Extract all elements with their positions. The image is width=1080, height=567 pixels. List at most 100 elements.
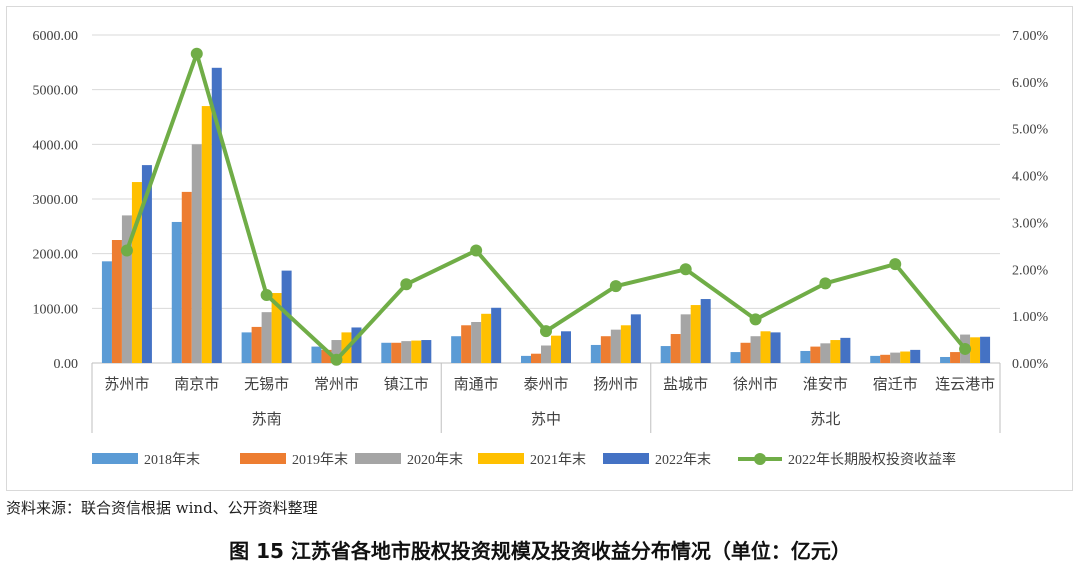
bar-2 bbox=[251, 326, 262, 363]
bar-4 bbox=[620, 325, 631, 363]
category-label: 淮安市 bbox=[803, 375, 848, 393]
bar-5 bbox=[141, 165, 152, 363]
yield-line-path bbox=[125, 51, 967, 362]
legend-swatch bbox=[92, 453, 138, 464]
y-right-tick-label: 1.00% bbox=[1012, 310, 1049, 325]
bar-5 bbox=[770, 332, 781, 363]
bar-5 bbox=[980, 336, 991, 363]
yield-point bbox=[330, 353, 343, 366]
category-label: 常州市 bbox=[314, 375, 359, 393]
bar-3 bbox=[121, 215, 132, 363]
y-left-tick-label: 0.00 bbox=[54, 357, 79, 372]
bar-5 bbox=[281, 270, 292, 363]
group-label: 苏北 bbox=[810, 410, 840, 428]
legend-label: 2020年末 bbox=[407, 452, 463, 468]
bar-2 bbox=[181, 191, 192, 363]
bar-1 bbox=[940, 356, 951, 363]
bar-4 bbox=[271, 293, 282, 363]
y-right-tick-label: 7.00% bbox=[1012, 29, 1049, 44]
legend-swatch bbox=[603, 453, 649, 464]
category-label: 盐城市 bbox=[663, 375, 708, 393]
yield-point bbox=[190, 47, 203, 60]
bar-4 bbox=[551, 335, 561, 363]
bar-2 bbox=[111, 240, 122, 363]
bar-2 bbox=[461, 325, 472, 363]
y-left-tick-label: 6000.00 bbox=[33, 29, 79, 44]
chart-canvas: 0.00 1000.00 2000.00 3000.00 4000.00 5000.00 6… bbox=[33, 29, 1049, 468]
category-label: 泰州市 bbox=[523, 375, 568, 393]
bar-3 bbox=[890, 352, 901, 363]
yield-point bbox=[889, 258, 902, 271]
legend-swatch bbox=[240, 453, 286, 464]
y-right-tick-label: 2.00% bbox=[1012, 263, 1049, 278]
bar-2 bbox=[810, 346, 821, 363]
bar-1 bbox=[241, 332, 252, 363]
bar-5 bbox=[700, 299, 711, 363]
source-note: 资料来源：联合资信根据 wind、公开资料整理 bbox=[6, 499, 318, 517]
bar-1 bbox=[171, 221, 182, 363]
bar-4 bbox=[131, 182, 142, 363]
bar-2 bbox=[600, 336, 611, 363]
bar-4 bbox=[900, 351, 911, 363]
bar-2 bbox=[531, 353, 541, 363]
category-label: 徐州市 bbox=[733, 375, 778, 393]
bar-3 bbox=[820, 343, 831, 363]
bar-2 bbox=[740, 342, 751, 363]
y-right-tick-label: 4.00% bbox=[1012, 170, 1049, 185]
bar-1 bbox=[311, 346, 322, 363]
legend-swatch bbox=[478, 453, 524, 464]
category-label: 南通市 bbox=[454, 375, 499, 393]
yield-point bbox=[609, 280, 622, 293]
bar-3 bbox=[610, 329, 621, 363]
bar-1 bbox=[730, 352, 741, 363]
bar-1 bbox=[870, 355, 881, 363]
group-label: 苏南 bbox=[252, 410, 282, 428]
bar-4 bbox=[690, 305, 701, 363]
bar-1 bbox=[381, 342, 392, 363]
legend-marker bbox=[754, 453, 766, 465]
bar-3 bbox=[541, 345, 551, 363]
category-label: 宿迁市 bbox=[873, 375, 918, 393]
category-label: 无锡市 bbox=[244, 375, 289, 393]
bar-5 bbox=[630, 314, 641, 363]
y-right-tick-label: 0.00% bbox=[1012, 357, 1049, 372]
yield-line bbox=[120, 47, 972, 366]
y-right-tick-label: 3.00% bbox=[1012, 216, 1049, 231]
legend-label: 2018年末 bbox=[144, 452, 200, 468]
bar-4 bbox=[760, 331, 771, 363]
bar-4 bbox=[830, 340, 841, 363]
y-left-tick-label: 1000.00 bbox=[33, 302, 79, 317]
yield-point bbox=[400, 278, 413, 291]
group-label: 苏中 bbox=[531, 410, 561, 428]
bar-1 bbox=[660, 346, 671, 363]
yield-point bbox=[679, 263, 692, 276]
bar-3 bbox=[680, 314, 691, 363]
category-label: 扬州市 bbox=[593, 375, 638, 393]
y-left-tick-label: 4000.00 bbox=[33, 138, 79, 153]
legend-swatch bbox=[355, 453, 401, 464]
yield-point bbox=[260, 289, 273, 302]
bar-3 bbox=[401, 341, 412, 363]
axes: 0.00 1000.00 2000.00 3000.00 4000.00 5000.00 6… bbox=[33, 29, 1049, 433]
y-left-tick-label: 3000.00 bbox=[33, 193, 79, 208]
bar-2 bbox=[950, 352, 961, 363]
bar-4 bbox=[411, 340, 422, 363]
y-left-tick-label: 2000.00 bbox=[33, 248, 79, 263]
category-label: 南京市 bbox=[174, 375, 219, 393]
bar-5 bbox=[211, 67, 222, 364]
bar-3 bbox=[331, 340, 342, 363]
yield-point bbox=[819, 277, 832, 290]
bar-5 bbox=[561, 331, 571, 363]
category-label: 连云港市 bbox=[935, 375, 995, 393]
bar-5 bbox=[840, 337, 851, 363]
bar-3 bbox=[191, 144, 202, 363]
yield-point bbox=[470, 244, 483, 257]
bar-3 bbox=[261, 312, 272, 363]
bar-4 bbox=[970, 337, 981, 363]
bar-1 bbox=[800, 350, 811, 363]
bar-2 bbox=[880, 354, 891, 363]
bar-1 bbox=[101, 261, 112, 363]
bar-3 bbox=[750, 336, 761, 363]
bar-5 bbox=[351, 327, 362, 363]
yield-point bbox=[749, 313, 762, 326]
